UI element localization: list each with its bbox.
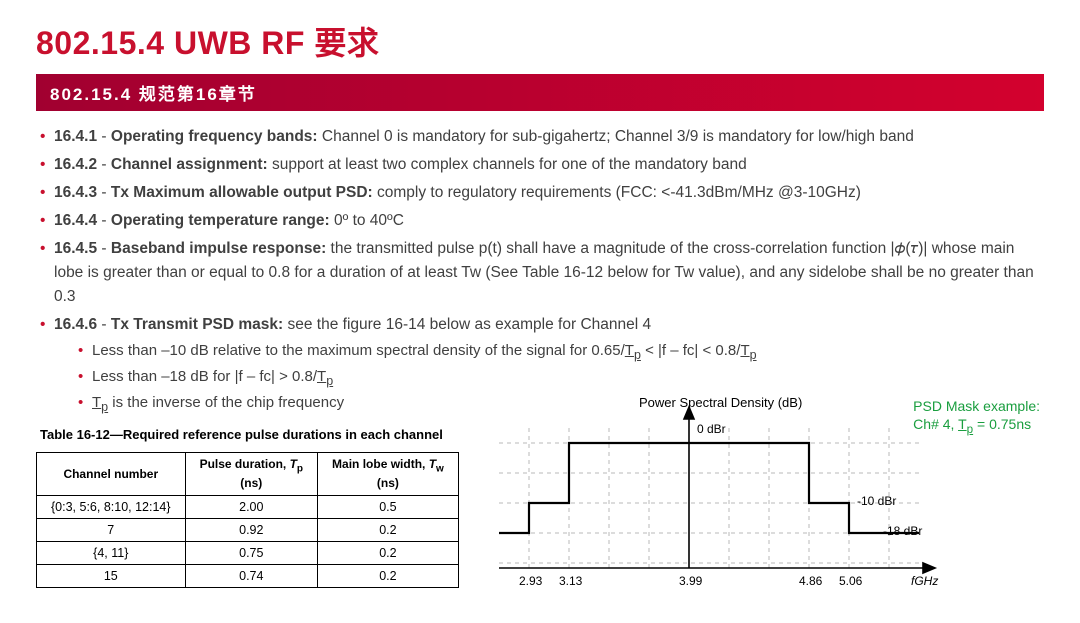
table-row: {0:3, 5:6, 8:10, 12:14}2.000.5 xyxy=(37,496,459,519)
table-row: {4, 11}0.750.2 xyxy=(37,542,459,565)
svg-text:4.86: 4.86 xyxy=(799,574,823,588)
label-0db: 0 dBr xyxy=(697,422,726,436)
svg-text:3.99: 3.99 xyxy=(679,574,703,588)
section-bar: 802.15.4 规范第16章节 xyxy=(36,74,1044,111)
psd-chart: PSD Mask example: Ch# 4, Tp = 0.75ns xyxy=(479,423,1044,623)
svg-text:2.93: 2.93 xyxy=(519,574,543,588)
svg-text:5.06: 5.06 xyxy=(839,574,863,588)
main-bullets: 16.4.1 - Operating frequency bands: Chan… xyxy=(36,125,1044,417)
bullet-1: 16.4.1 - Operating frequency bands: Chan… xyxy=(40,125,1044,149)
psd-chart-svg: Power Spectral Density (dB) 0 dBr -10 dB… xyxy=(479,393,959,603)
table-row: 70.920.2 xyxy=(37,519,459,542)
table-caption: Table 16-12—Required reference pulse dur… xyxy=(40,427,459,442)
label-fghz: fGHz xyxy=(911,574,938,588)
table-block: Table 16-12—Required reference pulse dur… xyxy=(36,423,459,588)
table-row: 150.740.2 xyxy=(37,565,459,588)
bullet-5: 16.4.5 - Baseband impulse response: the … xyxy=(40,237,1044,309)
slide-title: 802.15.4 UWB RF 要求 xyxy=(36,18,1044,64)
label-18db: -18 dBr xyxy=(883,524,922,538)
th-tw: Main lobe width, Tw(ns) xyxy=(318,453,459,496)
bullet-4: 16.4.4 - Operating temperature range: 0º… xyxy=(40,209,1044,233)
bullet-3: 16.4.3 - Tx Maximum allowable output PSD… xyxy=(40,181,1044,205)
svg-text:3.13: 3.13 xyxy=(559,574,583,588)
reference-table: Channel number Pulse duration, Tp(ns) Ma… xyxy=(36,452,459,588)
bullet-2: 16.4.2 - Channel assignment: support at … xyxy=(40,153,1044,177)
label-10db: -10 dBr xyxy=(857,494,896,508)
sub-bullet-1: Less than –10 dB relative to the maximum… xyxy=(78,339,1044,365)
th-channel: Channel number xyxy=(37,453,186,496)
chart-title: Power Spectral Density (dB) xyxy=(639,395,802,410)
th-tp: Pulse duration, Tp(ns) xyxy=(185,453,317,496)
sub-bullet-2: Less than –18 dB for |f – fc| > 0.8/Tp xyxy=(78,365,1044,391)
